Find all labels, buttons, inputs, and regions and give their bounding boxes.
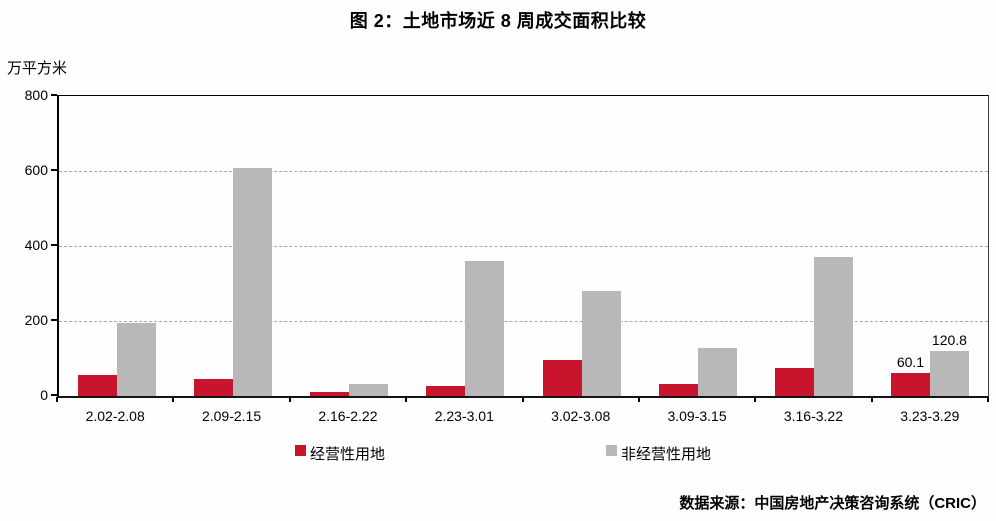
bar-经营性用地-2.02-2.08 — [78, 375, 118, 396]
bar-非经营性用地-2.23-3.01 — [465, 261, 505, 396]
x-tick-mark — [637, 397, 640, 402]
bar-非经营性用地-3.16-3.22 — [813, 256, 853, 396]
gridline-400 — [59, 246, 988, 247]
bar-group-2.02-2.08 — [59, 96, 175, 396]
bar-非经营性用地-3.23-3.29: 120.8 — [929, 332, 969, 396]
legend-swatch-icon — [295, 445, 306, 456]
x-tick-mark — [56, 397, 58, 402]
legend-label: 非经营性用地 — [621, 446, 712, 463]
x-tick-mark — [870, 397, 873, 402]
bar-非经营性用地-2.02-2.08 — [117, 322, 157, 396]
bar-group-3.16-3.22 — [756, 96, 872, 396]
y-tick-label: 600 — [24, 162, 48, 178]
y-axis-unit-label: 万平方米 — [7, 60, 68, 77]
x-label-3.16-3.22: 3.16-3.22 — [783, 408, 844, 424]
x-label-2.23-3.01: 2.23-3.01 — [434, 408, 494, 424]
x-tick-mark — [172, 397, 175, 402]
legend-swatch-icon — [606, 445, 617, 456]
bar-value-label: 60.1 — [896, 354, 925, 371]
x-label-2.16-2.22: 2.16-2.22 — [318, 408, 378, 424]
chart-title: 图 2：土地市场近 8 周成交面积比较 — [349, 11, 647, 31]
y-tick-mark — [51, 394, 57, 396]
bar-group-2.16-2.22 — [291, 96, 407, 396]
y-tick-mark — [51, 169, 57, 171]
x-label-3.23-3.29: 3.23-3.29 — [900, 408, 960, 424]
x-tick-mark — [405, 397, 408, 402]
legend-item-经营性用地: 经营性用地 — [295, 443, 385, 464]
source-note: 数据来源：中国房地产决策咨询系统（CRIC） — [679, 495, 986, 512]
bar-value-label: 120.8 — [931, 331, 967, 348]
gridline-600 — [59, 171, 988, 172]
x-tick-mark — [754, 397, 757, 402]
legend-item-非经营性用地: 非经营性用地 — [606, 443, 711, 464]
bar-经营性用地-3.02-3.08 — [542, 359, 582, 396]
y-tick-label: 400 — [24, 237, 48, 253]
bar-group-3.09-3.15 — [640, 96, 756, 396]
gridline-200 — [59, 321, 988, 322]
y-tick-mark — [51, 94, 57, 96]
plot-area: 60.1 120.8 — [57, 95, 989, 398]
bar-非经营性用地-2.16-2.22 — [349, 384, 389, 396]
x-tick-mark — [521, 397, 524, 402]
bar-经营性用地-3.23-3.29: 60.1 — [890, 354, 930, 396]
x-tick-mark — [987, 397, 989, 402]
bar-非经营性用地-3.02-3.08 — [581, 291, 621, 396]
x-label-2.02-2.08: 2.02-2.08 — [85, 408, 145, 424]
bar-group-2.23-3.01 — [407, 96, 523, 396]
bar-经营性用地-3.09-3.15 — [658, 384, 698, 396]
bar-经营性用地-2.16-2.22 — [310, 391, 350, 396]
bar-非经营性用地-2.09-2.15 — [233, 168, 273, 396]
bar-经营性用地-3.16-3.22 — [774, 367, 814, 396]
bar-经营性用地-2.23-3.01 — [426, 385, 466, 396]
x-label-3.02-3.08: 3.02-3.08 — [551, 408, 611, 424]
y-tick-mark — [51, 319, 57, 321]
y-tick-mark — [51, 244, 57, 246]
x-tick-mark — [288, 397, 291, 402]
bar-group-3.02-3.08 — [524, 96, 640, 396]
bar-group-2.09-2.15 — [175, 96, 291, 396]
bar-group-3.23-3.29: 60.1 120.8 — [872, 96, 988, 396]
x-label-3.09-3.15: 3.09-3.15 — [667, 408, 727, 424]
legend-label: 经营性用地 — [310, 446, 386, 463]
bar-非经营性用地-3.09-3.15 — [697, 348, 737, 396]
x-axis-labels: 2.02-2.08 2.09-2.15 2.16-2.22 2.23-3.01 3.02… — [57, 405, 988, 424]
bar-经营性用地-2.09-2.15 — [194, 379, 234, 396]
y-tick-label: 0 — [40, 387, 48, 403]
bar-groups: 60.1 120.8 — [59, 96, 988, 396]
y-tick-label: 200 — [24, 312, 48, 328]
y-tick-label: 800 — [24, 87, 48, 103]
x-label-2.09-2.15: 2.09-2.15 — [201, 408, 262, 424]
legend: 经营性用地 非经营性用地 — [0, 443, 996, 465]
